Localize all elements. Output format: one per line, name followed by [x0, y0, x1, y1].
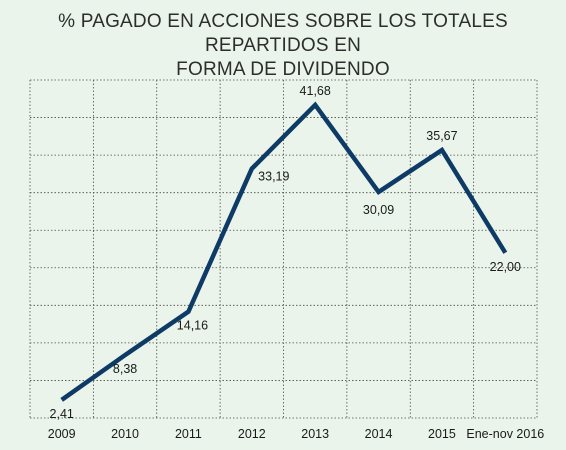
- data-labels: 2,41 8,38 14,16 33,19 41,68 30,09 35,67 22,00: [50, 84, 521, 421]
- series-line: [60, 101, 508, 402]
- data-label-2013: 41,68: [300, 84, 331, 98]
- x-tick-label-2011: 2011: [175, 427, 202, 441]
- grid-lines: [29, 79, 538, 419]
- x-tick-label-2013: 2013: [301, 427, 329, 441]
- data-label-2011: 14,16: [177, 319, 208, 333]
- data-label-2010: 8,38: [113, 362, 137, 376]
- x-tick-label-2014: 2014: [365, 427, 393, 441]
- chart-title: % PAGADO EN ACCIONES SOBRE LOS TOTALES R…: [0, 10, 566, 82]
- x-tick-label-2015: 2015: [428, 427, 456, 441]
- x-tick-label-2010: 2010: [111, 427, 139, 441]
- data-label-2012: 33,19: [258, 170, 289, 184]
- data-label-2014: 30,09: [363, 203, 394, 217]
- x-axis-ticks: 2009 2010 2011 2012 2013 2014 2015 Ene-nov 2016: [48, 427, 544, 441]
- x-tick-label-ene-nov-2016: Ene-nov 2016: [466, 427, 544, 441]
- x-tick-label-2009: 2009: [48, 427, 76, 441]
- chart-title-line-1: % PAGADO EN ACCIONES SOBRE LOS TOTALES R…: [58, 11, 508, 56]
- data-label-2015: 35,67: [426, 129, 457, 143]
- x-tick-label-2012: 2012: [238, 427, 266, 441]
- data-series: [60, 101, 508, 402]
- data-label-2009: 2,41: [50, 407, 74, 421]
- chart-title-line-2: FORMA DE DIVIDENDO: [176, 59, 390, 80]
- data-label-ene-nov-2016: 22,00: [490, 260, 521, 274]
